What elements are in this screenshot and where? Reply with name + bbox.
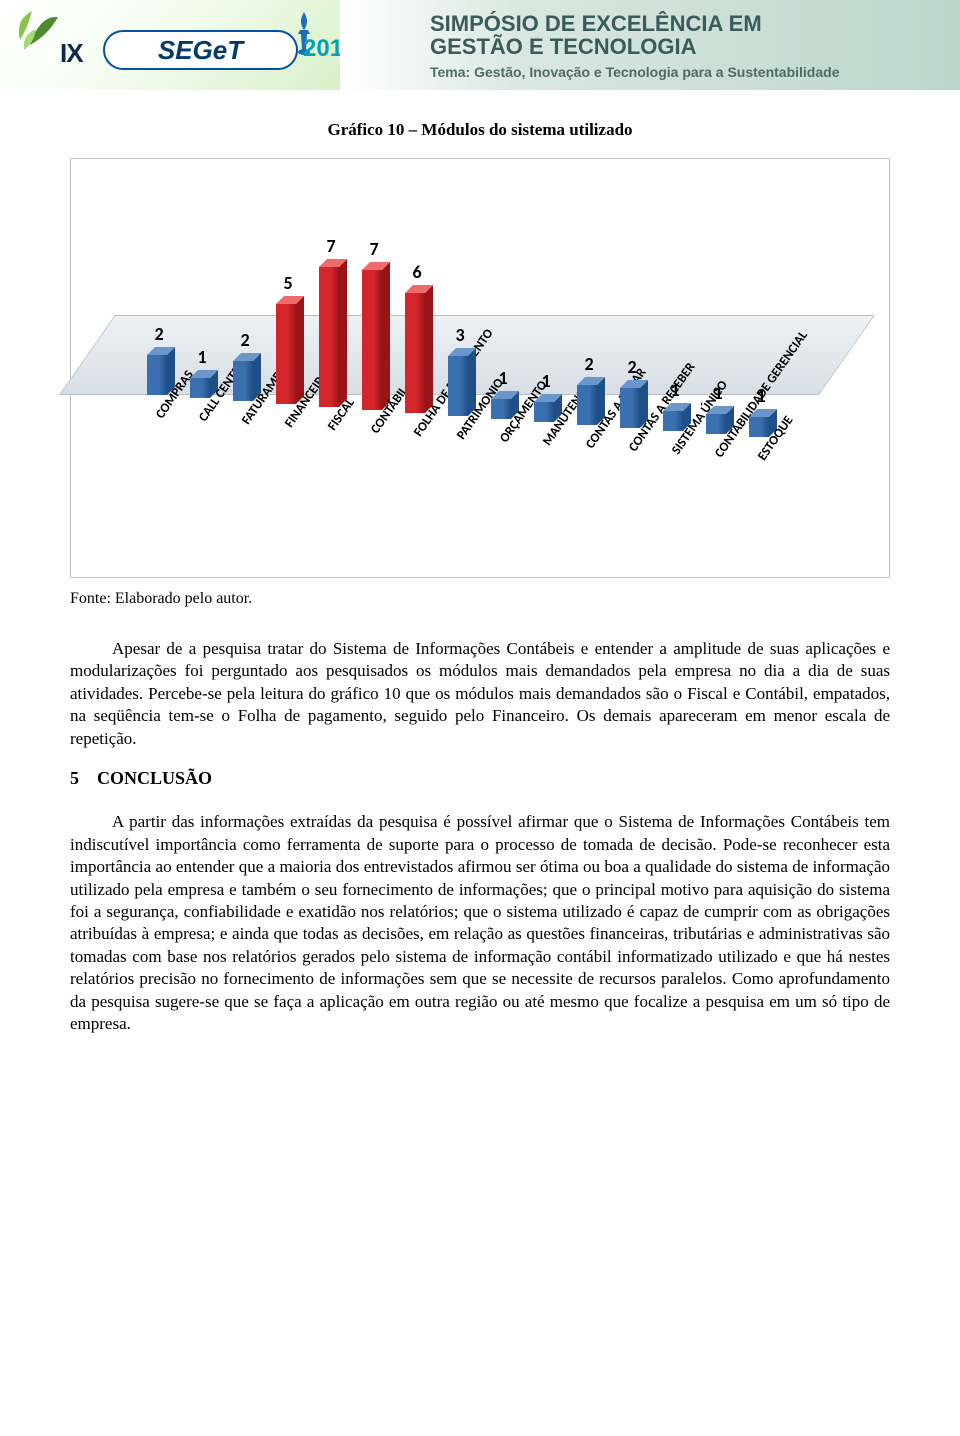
bar	[405, 293, 425, 413]
leaf-icon	[10, 5, 65, 65]
bar-front	[534, 402, 554, 422]
bar-front	[491, 399, 511, 419]
section-number: 5	[70, 768, 79, 788]
figure-title: Gráfico 10 – Módulos do sistema utilizad…	[70, 120, 890, 140]
bar-value-label: 3	[446, 324, 474, 346]
bar	[147, 355, 167, 395]
bar-front	[749, 417, 769, 437]
bar	[448, 356, 468, 416]
bar-front	[319, 267, 339, 407]
bar	[749, 417, 769, 437]
bar-front	[448, 356, 468, 416]
bar-front	[362, 270, 382, 410]
bar-front	[147, 355, 167, 395]
bar	[663, 411, 683, 431]
bar-front	[405, 293, 425, 413]
paragraph-conclusion: A partir das informações extraídas da pe…	[70, 811, 890, 1035]
bar-side	[425, 285, 433, 413]
figure-caption: Fonte: Elaborado pelo autor.	[70, 590, 890, 608]
banner-right-region: SIMPÓSIO DE EXCELÊNCIA EM GESTÃO E TECNO…	[340, 0, 960, 90]
bar-value-label: 6	[403, 261, 431, 283]
bar-front	[190, 378, 210, 398]
bar	[577, 385, 597, 425]
bar-value-label: 2	[618, 356, 646, 378]
bar-front	[233, 361, 253, 401]
bar-value-label: 2	[231, 329, 259, 351]
event-acronym-box: SEGeT	[103, 30, 298, 70]
bar	[190, 378, 210, 398]
bar-value-label: 1	[188, 346, 216, 368]
bar-value-label: 2	[575, 353, 603, 375]
bar-value-label: 7	[317, 235, 345, 257]
event-banner: IX SEGeT 2012 SIMPÓSIO DE EXCELÊNCIA EM …	[0, 0, 960, 90]
bar	[362, 270, 382, 410]
bar	[233, 361, 253, 401]
bar-value-label: 5	[274, 272, 302, 294]
event-acronym: SEGeT	[158, 35, 243, 66]
bar-side	[382, 262, 390, 410]
bar-value-label: 7	[360, 238, 388, 260]
bar-front	[663, 411, 683, 431]
edition-number: IX	[60, 38, 83, 69]
bar-value-label: 1	[489, 367, 517, 389]
bar-value-label: 2	[145, 323, 173, 345]
bar-front	[620, 388, 640, 428]
bar-front	[706, 414, 726, 434]
chart-frame: 2COMPRAS1CALL CENTER2FATURAMENTO5FINANCE…	[70, 158, 890, 578]
section-title: CONCLUSÃO	[97, 768, 212, 788]
bar	[319, 267, 339, 407]
bar	[534, 402, 554, 422]
banner-title-line2: GESTÃO E TECNOLOGIA	[430, 34, 696, 59]
banner-subtitle: Tema: Gestão, Inovação e Tecnologia para…	[430, 64, 940, 80]
bar-value-label: 1	[661, 379, 689, 401]
paragraph-analysis: Apesar de a pesquisa tratar do Sistema d…	[70, 638, 890, 750]
section-heading: 5 CONCLUSÃO	[70, 768, 890, 789]
bar-value-label: 1	[704, 382, 732, 404]
bar	[706, 414, 726, 434]
bar	[276, 304, 296, 404]
bar-value-label: 1	[747, 385, 775, 407]
page-body: Gráfico 10 – Módulos do sistema utilizad…	[0, 90, 960, 1094]
bar-chart: 2COMPRAS1CALL CENTER2FATURAMENTO5FINANCE…	[75, 175, 885, 565]
bar	[620, 388, 640, 428]
banner-title: SIMPÓSIO DE EXCELÊNCIA EM GESTÃO E TECNO…	[430, 12, 940, 58]
banner-left-region: IX SEGeT 2012	[0, 0, 340, 90]
bar-front	[276, 304, 296, 404]
bar	[491, 399, 511, 419]
banner-title-line1: SIMPÓSIO DE EXCELÊNCIA EM	[430, 11, 762, 36]
bar-front	[577, 385, 597, 425]
bar-side	[296, 296, 304, 404]
bar-value-label: 1	[532, 370, 560, 392]
bar-side	[339, 259, 347, 407]
